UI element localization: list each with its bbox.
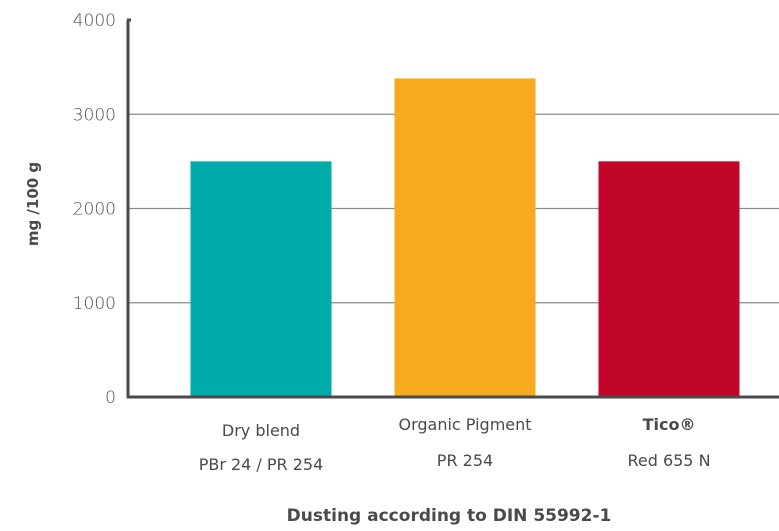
y-tick-label: 0 — [105, 388, 116, 408]
category-label: Red 655 N — [627, 451, 710, 470]
bar-3 — [598, 161, 740, 397]
category-label: PR 254 — [437, 451, 493, 470]
bars — [190, 78, 740, 397]
category-label: Dry blend — [222, 421, 300, 440]
y-tick-label: 2000 — [73, 200, 116, 220]
y-tick-label: 1000 — [73, 294, 116, 314]
y-axis-title: mg /100 g — [24, 162, 42, 246]
y-tick-label: 4000 — [73, 11, 116, 31]
category-label: PBr 24 / PR 254 — [199, 455, 324, 474]
category-labels: Dry blend PBr 24 / PR 254 Organic Pigment P… — [199, 415, 711, 474]
bar-2 — [394, 78, 536, 397]
category-label: Organic Pigment — [398, 415, 531, 434]
bar-1 — [190, 161, 332, 397]
axes — [126, 20, 779, 399]
x-axis-title: Dusting according to DIN 55992-1 — [287, 506, 612, 526]
y-tick-labels: 0 1000 2000 3000 4000 — [73, 11, 116, 408]
category-label: Tico® — [643, 415, 696, 434]
y-tick-label: 3000 — [73, 105, 116, 125]
